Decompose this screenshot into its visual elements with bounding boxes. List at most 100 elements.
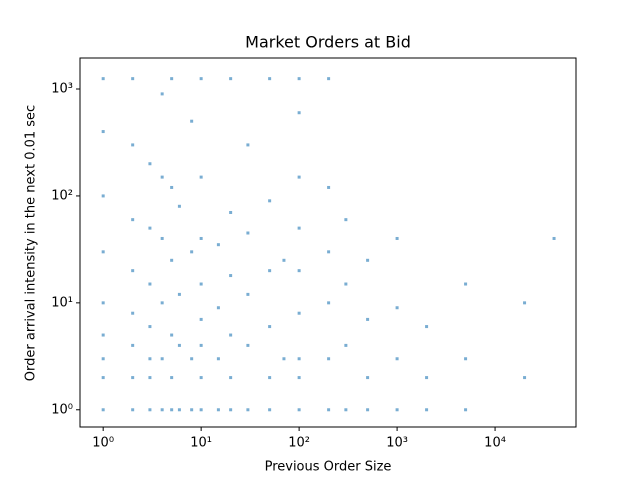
y-tick-label: 10¹ [51,295,73,310]
point [190,408,194,412]
point [297,376,301,380]
point [199,376,203,380]
point [246,408,250,412]
point [327,408,331,412]
point [199,77,203,81]
point [199,236,203,240]
point [327,77,331,81]
point [170,258,174,262]
point [190,250,194,254]
chart-title: Market Orders at Bid [245,33,411,52]
point [344,343,348,347]
x-axis-label: Previous Order Size [265,460,392,475]
y-tick-label: 10² [51,188,73,203]
point [552,236,556,240]
point [268,77,272,81]
point [246,231,250,235]
point [229,77,233,81]
plot-frame [79,57,577,428]
point [160,236,164,240]
point [131,269,135,273]
point [199,175,203,179]
point [297,269,301,273]
point [101,250,105,254]
point [464,282,468,286]
point [297,226,301,230]
point [246,143,250,147]
point [366,408,370,412]
point [101,333,105,337]
point [177,292,181,296]
point [148,376,152,380]
point [395,236,399,240]
point [297,311,301,315]
point [229,210,233,214]
y-axis-label: Order arrival intensity in the next 0.01… [24,105,39,381]
x-tick-label: 10⁴ [484,436,506,451]
point [131,408,135,412]
point [229,408,233,412]
point [268,408,272,412]
point [344,408,348,412]
point [216,243,220,247]
point [131,376,135,380]
point [170,185,174,189]
point [344,282,348,286]
point [101,408,105,412]
point [160,92,164,96]
point [464,357,468,361]
point [327,185,331,189]
point [199,343,203,347]
point [170,333,174,337]
point [327,357,331,361]
point [425,408,429,412]
x-tick-label: 10² [288,436,310,451]
y-tick-label: 10⁰ [51,402,73,417]
point [131,218,135,222]
point [148,357,152,361]
point [101,194,105,198]
point [160,408,164,412]
point [190,119,194,123]
point [101,130,105,134]
point [148,162,152,166]
point [366,376,370,380]
point [148,408,152,412]
point [216,306,220,310]
point [101,77,105,81]
point [366,317,370,321]
point [199,317,203,321]
point [170,376,174,380]
point [268,325,272,329]
point [395,306,399,310]
point [366,258,370,262]
point [177,408,181,412]
point [268,376,272,380]
point [297,175,301,179]
x-tick-label: 10³ [386,436,408,451]
point [297,408,301,412]
point [101,357,105,361]
point [297,111,301,115]
point [160,175,164,179]
point [327,250,331,254]
point [131,311,135,315]
point [425,376,429,380]
point [229,333,233,337]
point [229,274,233,278]
x-tick-label: 10¹ [190,436,212,451]
point [177,343,181,347]
point [297,77,301,81]
x-tick-label: 10⁰ [92,436,114,451]
point [246,292,250,296]
point [148,226,152,230]
point [464,408,468,412]
point [177,204,181,208]
point [101,301,105,305]
point [282,357,286,361]
point [216,408,220,412]
point [160,301,164,305]
point [170,77,174,81]
point [229,376,233,380]
